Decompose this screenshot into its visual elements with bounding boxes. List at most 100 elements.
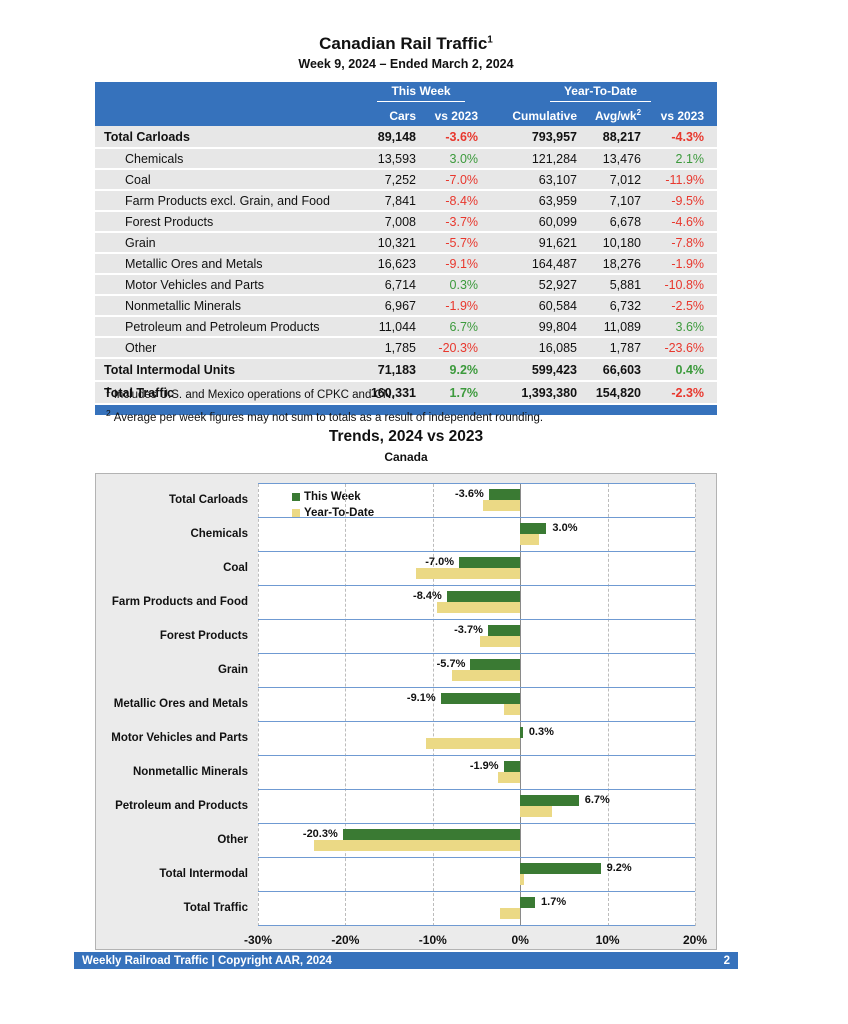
cell-cars: 10,321 bbox=[377, 235, 416, 250]
row-divider-line bbox=[258, 721, 695, 722]
category-label: Forest Products bbox=[159, 630, 248, 642]
cell-avgwk: 66,603 bbox=[602, 362, 642, 377]
category-label: Motor Vehicles and Parts bbox=[111, 732, 248, 744]
cell-cars-vs2023: -3.6% bbox=[445, 129, 479, 144]
cell-cars-vs2023: -7.0% bbox=[445, 172, 479, 187]
cell-cars: 71,183 bbox=[377, 362, 416, 377]
bar-value-label: -5.7% bbox=[436, 658, 466, 670]
table-row: Motor Vehicles and Parts 6,714 0.3% 52,927 5… bbox=[95, 274, 718, 295]
row-divider-line bbox=[258, 687, 695, 688]
cell-ytd-vs2023: -23.6% bbox=[664, 340, 705, 355]
row-divider-line bbox=[258, 653, 695, 654]
cell-cumulative: 16,085 bbox=[538, 340, 578, 355]
table-row: Grain 10,321 -5.7% 91,621 10,180 -7.8% bbox=[95, 232, 718, 253]
bar-value-label: -3.7% bbox=[454, 624, 483, 636]
chart: This Week Year-To-Date -30% -20% -10% 0% 10%… bbox=[95, 473, 717, 950]
bar-this-week bbox=[488, 489, 521, 500]
bar-value-label: -1.9% bbox=[469, 760, 499, 772]
bar-year-to-date bbox=[503, 704, 521, 715]
bar-this-week bbox=[459, 557, 521, 568]
table-row: Total Carloads 89,148 -3.6% 793,957 88,217 -4… bbox=[95, 126, 718, 148]
category-label: Chemicals bbox=[190, 528, 248, 540]
group-header-row: This Week Year-To-Date bbox=[95, 82, 718, 102]
category-label: Nonmetallic Minerals bbox=[132, 766, 248, 778]
row-label: Forest Products bbox=[125, 214, 214, 229]
row-divider-line bbox=[258, 857, 695, 858]
legend-item-this-week: This Week bbox=[292, 489, 374, 505]
cell-cars: 1,785 bbox=[384, 340, 416, 355]
row-label: Motor Vehicles and Parts bbox=[125, 277, 264, 292]
cell-cars: 13,593 bbox=[377, 151, 416, 166]
column-header-cumulative: Cumulative bbox=[484, 102, 584, 126]
cell-cars: 16,623 bbox=[377, 256, 416, 271]
row-label: Chemicals bbox=[125, 151, 184, 166]
row-label: Coal bbox=[125, 172, 151, 187]
cell-avgwk: 18,276 bbox=[602, 256, 642, 271]
x-tick-label: -10% bbox=[418, 933, 447, 947]
footnotes: 1 Includes U.S. and Mexico operations of … bbox=[106, 385, 543, 431]
legend-label-this-week: This Week bbox=[304, 491, 361, 503]
table-row: Chemicals 13,593 3.0% 121,284 13,476 2.1% bbox=[95, 148, 718, 169]
traffic-table: This Week Year-To-Date Cars vs 2023 Cumu… bbox=[95, 82, 718, 405]
cell-ytd-vs2023: -2.3% bbox=[671, 385, 705, 400]
row-label: Grain bbox=[125, 235, 156, 250]
group-header-this-week: This Week bbox=[358, 82, 485, 102]
bar-year-to-date bbox=[520, 534, 539, 545]
group-header-spacer bbox=[95, 82, 358, 102]
chart-subtitle: Canada bbox=[384, 450, 428, 464]
row-divider-line bbox=[258, 551, 695, 552]
column-header-label bbox=[95, 102, 358, 126]
row-label: Other bbox=[125, 340, 157, 355]
footnote-1: 1 Includes U.S. and Mexico operations of … bbox=[106, 385, 543, 401]
legend-swatch-year-to-date bbox=[292, 509, 300, 517]
group-header-this-week-text: This Week bbox=[377, 82, 465, 102]
cell-cars-vs2023: 0.3% bbox=[449, 277, 479, 292]
category-label: Total Traffic bbox=[183, 902, 248, 914]
gridline bbox=[607, 484, 609, 926]
gridline bbox=[345, 484, 347, 926]
bar-year-to-date bbox=[452, 670, 521, 681]
cell-ytd-vs2023: -10.8% bbox=[664, 277, 705, 292]
row-label: Metallic Ores and Metals bbox=[125, 256, 263, 271]
cell-avgwk: 1,787 bbox=[609, 340, 642, 355]
row-label: Total Intermodal Units bbox=[104, 362, 236, 377]
bar-value-label: 0.3% bbox=[528, 726, 554, 738]
row-divider-line bbox=[258, 517, 695, 518]
bar-year-to-date bbox=[425, 738, 521, 749]
legend-swatch-this-week bbox=[292, 493, 300, 501]
column-header-avgwk-text: Avg/wk bbox=[594, 109, 637, 123]
cell-cumulative: 1,393,380 bbox=[521, 385, 578, 400]
cell-avgwk: 7,107 bbox=[609, 193, 642, 208]
bar-this-week bbox=[520, 727, 523, 738]
bar-this-week bbox=[342, 829, 521, 840]
footnote-2-sup: 2 bbox=[106, 407, 111, 418]
bar-value-label: -20.3% bbox=[302, 828, 338, 840]
bar-year-to-date bbox=[437, 602, 521, 613]
cell-cars-vs2023: -5.7% bbox=[445, 235, 479, 250]
cell-cumulative: 52,927 bbox=[538, 277, 578, 292]
cell-ytd-vs2023: 3.6% bbox=[675, 319, 705, 334]
category-label: Metallic Ores and Metals bbox=[113, 698, 248, 710]
cell-cars-vs2023: 9.2% bbox=[449, 362, 479, 377]
cell-avgwk: 13,476 bbox=[602, 151, 642, 166]
page-subtitle: Week 9, 2024 – Ended March 2, 2024 bbox=[298, 57, 514, 71]
bar-year-to-date bbox=[482, 500, 521, 511]
cell-avgwk: 88,217 bbox=[602, 129, 642, 144]
row-divider-line bbox=[258, 823, 695, 824]
row-divider-line bbox=[258, 789, 695, 790]
bar-value-label: -7.0% bbox=[425, 556, 455, 568]
bar-this-week bbox=[520, 523, 547, 534]
cell-cumulative: 63,959 bbox=[538, 193, 578, 208]
bar-this-week bbox=[470, 659, 521, 670]
chart-legend: This Week Year-To-Date bbox=[292, 489, 374, 521]
cell-cars-vs2023: 6.7% bbox=[449, 319, 479, 334]
cell-ytd-vs2023: 0.4% bbox=[675, 362, 705, 377]
row-divider-line bbox=[258, 755, 695, 756]
row-label: Total Carloads bbox=[104, 129, 190, 144]
cell-cumulative: 63,107 bbox=[538, 172, 578, 187]
cell-cumulative: 60,584 bbox=[538, 298, 578, 313]
cell-ytd-vs2023: -7.8% bbox=[671, 235, 705, 250]
table-row: Metallic Ores and Metals 16,623 -9.1% 164,4… bbox=[95, 253, 718, 274]
row-label: Nonmetallic Minerals bbox=[125, 298, 242, 313]
bar-this-week bbox=[487, 625, 521, 636]
